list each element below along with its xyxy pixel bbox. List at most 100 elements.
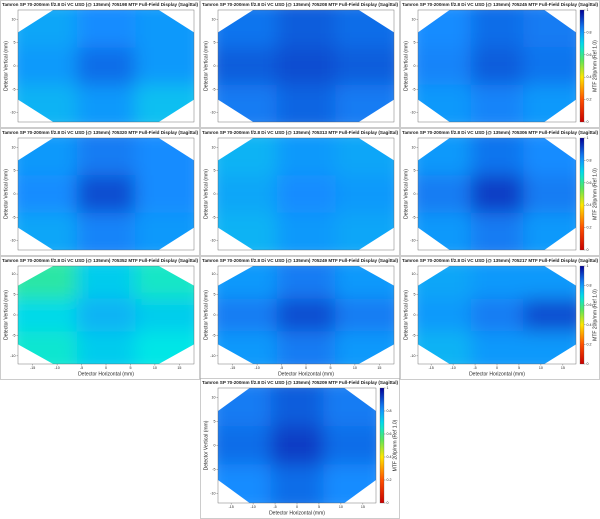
x-tick-label: 5 (318, 505, 320, 509)
heatmap-cell (276, 10, 336, 48)
heatmap-cell (470, 331, 524, 364)
x-tick-label: -15 (230, 366, 235, 370)
y-tick-label: 10 (12, 17, 16, 21)
y-tick-label: 0 (214, 192, 216, 196)
heatmap-cell (523, 298, 576, 332)
y-axis-label: Detector Vertical (mm) (203, 41, 209, 91)
colorbar-tick-label: 0.6 (587, 303, 592, 307)
heatmap-cell (76, 10, 136, 48)
colorbar-tick-label: 0.8 (587, 158, 592, 162)
heatmap-field (218, 10, 394, 122)
x-axis-label: Detector Horizontal (mm) (469, 371, 525, 377)
y-tick-label: 10 (212, 17, 216, 21)
x-tick-label: 0 (305, 366, 307, 370)
x-tick-label: -10 (55, 366, 60, 370)
x-tick-label: 10 (153, 366, 157, 370)
heatmap-cell (76, 47, 136, 86)
x-tick-label: -5 (273, 505, 276, 509)
colorbar-label: MTF 20lp/mm (Ref 1.0) (592, 168, 598, 220)
heatmap-field (418, 266, 576, 364)
heatmap-cell (76, 138, 136, 176)
y-tick-label: 10 (12, 272, 16, 276)
y-tick-label: -5 (212, 215, 215, 219)
x-tick-label: -10 (251, 505, 256, 509)
colorbar-tick-label: 1 (587, 8, 589, 12)
heatmap-cell (18, 47, 78, 86)
y-tick-label: 5 (214, 169, 216, 173)
x-tick-label: 15 (377, 366, 381, 370)
y-axis-label: Detector Vertical (mm) (403, 290, 409, 340)
x-tick-label: -5 (473, 366, 476, 370)
colorbar (579, 137, 585, 251)
y-tick-label: -5 (12, 333, 15, 337)
panel: Tamron SP 70-200mm f/2.8 Di VC USD (@ 13… (0, 0, 200, 128)
x-tick-label: 5 (129, 366, 131, 370)
heatmap-field (418, 138, 576, 250)
heatmap-cell (470, 175, 524, 214)
heatmap-cell (470, 212, 524, 250)
colorbar-tick-label: 0.2 (587, 98, 592, 102)
x-tick-label: 10 (353, 366, 357, 370)
colorbar-tick-label: 0.2 (587, 342, 592, 346)
heatmap-cell (135, 298, 194, 332)
colorbar-label: MTF 20lp/mm (Ref 1.0) (592, 40, 598, 92)
y-tick-label: -5 (212, 467, 215, 471)
panel: Tamron SP 70-200mm f/2.8 Di VC USD (@ 13… (200, 0, 400, 128)
heatmap-cell (276, 298, 336, 332)
heatmap-cell (276, 138, 336, 176)
y-axis-label: Detector Vertical (mm) (403, 169, 409, 219)
heatmap-cell (470, 10, 524, 48)
heatmap (18, 266, 194, 364)
panel: Tamron SP 70-200mm f/2.8 Di VC USD (@ 13… (200, 256, 400, 380)
colorbar-tick-label: 0.2 (587, 226, 592, 230)
heatmap-cell (76, 84, 136, 122)
heatmap (418, 10, 576, 122)
x-tick-label: -15 (30, 366, 35, 370)
heatmap-cell (335, 47, 394, 86)
heatmap-cell (523, 175, 576, 214)
y-axis-label: Detector Vertical (mm) (3, 41, 9, 91)
heatmap (418, 138, 576, 250)
heatmap-cell (76, 175, 136, 214)
x-axis-label: Detector Horizontal (mm) (269, 510, 325, 516)
colorbar-label: MTF 20lp/mm (Ref 1.0) (592, 289, 598, 341)
colorbar-tick-label: 0.8 (587, 284, 592, 288)
heatmap-cell (18, 175, 78, 214)
colorbar-tick-label: 0 (587, 248, 589, 252)
y-tick-label: 0 (414, 313, 416, 317)
colorbar-tick-label: 0.2 (387, 478, 392, 482)
y-tick-label: 0 (214, 313, 216, 317)
y-axis-label: Detector Vertical (mm) (403, 41, 409, 91)
panel: Tamron SP 70-200mm f/2.8 Di VC USD (@ 13… (0, 128, 200, 256)
chart-title: Tamron SP 70-200mm f/2.8 Di VC USD (@ 13… (2, 258, 198, 263)
y-tick-label: 0 (214, 64, 216, 68)
heatmap-cell (323, 426, 376, 466)
heatmap (218, 266, 394, 364)
y-tick-label: -5 (412, 87, 415, 91)
colorbar-tick-label: 1 (587, 136, 589, 140)
chart-title: Tamron SP 70-200mm f/2.8 Di VC USD (@ 13… (202, 130, 398, 135)
colorbar-tick-label: 1 (587, 264, 589, 268)
heatmap-cell (276, 331, 336, 364)
chart-title: Tamron SP 70-200mm f/2.8 Di VC USD (@ 13… (402, 2, 598, 7)
chart-title: Tamron SP 70-200mm f/2.8 Di VC USD (@ 13… (2, 2, 198, 7)
heatmap-cell (470, 266, 524, 300)
y-tick-label: -10 (210, 491, 215, 495)
y-axis-label: Detector Vertical (mm) (203, 290, 209, 340)
heatmap (218, 10, 394, 122)
x-tick-label: 15 (361, 505, 365, 509)
heatmap-cell (276, 175, 336, 214)
x-tick-label: 10 (539, 366, 543, 370)
x-tick-label: -15 (429, 366, 434, 370)
heatmap-cell (76, 212, 136, 250)
y-tick-label: 0 (14, 64, 16, 68)
heatmap-field (418, 10, 576, 122)
heatmap-cell (523, 47, 576, 86)
y-tick-label: 10 (412, 17, 416, 21)
y-tick-label: 5 (14, 293, 16, 297)
colorbar-tick-label: 0.4 (387, 455, 392, 459)
heatmap-cell (76, 266, 136, 300)
y-tick-label: 10 (212, 145, 216, 149)
heatmap-cell (470, 138, 524, 176)
heatmap-cell (135, 47, 194, 86)
